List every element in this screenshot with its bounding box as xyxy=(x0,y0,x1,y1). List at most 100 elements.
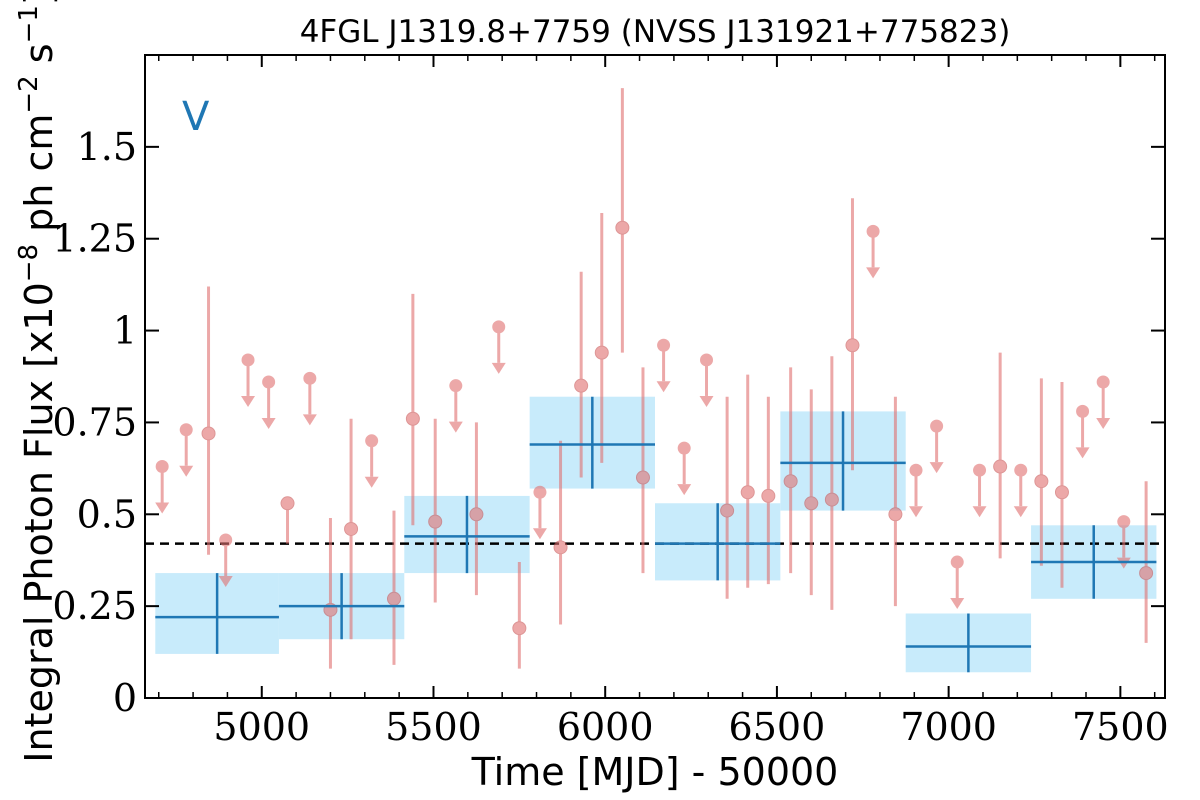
upper-limit-marker xyxy=(303,371,317,385)
upper-limit-marker xyxy=(449,379,463,393)
x-tick-label: 6000 xyxy=(557,705,654,749)
y-tick-label: 1.5 xyxy=(77,125,137,169)
detection-point xyxy=(993,352,1008,559)
upper-limit-marker xyxy=(1117,515,1131,529)
y-label-exp-2: −2 xyxy=(14,75,44,113)
detection-marker xyxy=(1034,474,1049,489)
upper-limit xyxy=(1096,375,1111,430)
upper-limit xyxy=(866,224,881,279)
x-tick-label: 7000 xyxy=(900,705,997,749)
y-label-suffix: ] xyxy=(17,0,61,5)
y-label-mid-2: s xyxy=(17,43,61,75)
upper-limit xyxy=(302,371,317,426)
upper-limit-arrow xyxy=(491,362,506,374)
detection-point xyxy=(594,212,609,463)
y-tick-label: 0 xyxy=(113,676,137,720)
upper-limit-marker xyxy=(1014,463,1028,477)
detection-marker xyxy=(344,521,359,536)
x-axis-label: Time [MJD] - 50000 xyxy=(471,750,839,794)
detection-point xyxy=(888,396,903,607)
upper-limit xyxy=(218,533,233,588)
upper-limit-marker xyxy=(657,338,671,352)
y-tick-label: 0.5 xyxy=(77,492,137,536)
upper-limit-arrow xyxy=(699,395,714,407)
upper-limit-marker xyxy=(219,533,233,547)
upper-limit-arrow xyxy=(179,465,194,477)
detection-marker xyxy=(594,345,609,360)
upper-limit-marker xyxy=(492,320,506,334)
detection-marker xyxy=(824,492,839,507)
binned-flux xyxy=(655,503,781,581)
upper-limit-marker xyxy=(1076,404,1090,418)
detection-marker xyxy=(280,496,295,511)
upper-limit-marker xyxy=(700,353,714,367)
detection-point xyxy=(783,367,798,574)
axis-ticks-layer: 5000 5500 6000 6500 7000 7500 0 0.25 0.5 0.75 1 1.2… xyxy=(52,55,1169,749)
detection-point xyxy=(720,396,735,599)
detection-marker xyxy=(574,378,589,393)
detection-marker xyxy=(720,503,735,518)
y-axis-label: Integral Photon Flux [x10−8 ph cm−2 s−1] xyxy=(14,0,61,763)
y-tick-label: 0.75 xyxy=(52,400,137,444)
upper-limit xyxy=(364,434,379,488)
detection-point xyxy=(615,88,630,353)
binned-flux xyxy=(780,411,906,511)
detection-point xyxy=(1054,382,1069,588)
binned-flux xyxy=(529,396,655,489)
detection-marker xyxy=(553,540,568,555)
upper-limit xyxy=(1013,463,1028,518)
y-tick-label: 0.25 xyxy=(52,584,137,628)
upper-limit xyxy=(1075,404,1090,459)
detection-marker xyxy=(428,514,443,529)
upper-limit xyxy=(491,320,506,374)
y-label-mid: ph cm xyxy=(17,114,61,244)
upper-limit xyxy=(909,463,924,518)
upper-limit-arrow xyxy=(656,381,671,393)
upper-limit xyxy=(155,460,170,514)
detection-point xyxy=(635,367,650,574)
detection-point xyxy=(553,440,568,625)
chart-title: 4FGL J1319.8+7759 (NVSS J131921+775823) xyxy=(300,14,1011,50)
upper-limit-arrow xyxy=(532,528,547,540)
detection-marker xyxy=(405,411,420,426)
detection-marker xyxy=(469,507,484,522)
detection-marker xyxy=(804,496,819,511)
detection-point xyxy=(845,198,860,471)
detection-marker xyxy=(635,470,650,485)
detection-point xyxy=(1034,378,1049,566)
detection-marker xyxy=(1139,566,1154,581)
x-tick-label: 5500 xyxy=(385,705,482,749)
detection-point xyxy=(512,562,527,669)
binned-flux xyxy=(155,573,279,654)
upper-limit xyxy=(241,353,256,407)
y-label-exp-3: −1 xyxy=(14,5,44,43)
upper-limit-marker xyxy=(365,434,379,448)
upper-limit xyxy=(929,419,944,474)
detection-marker xyxy=(386,591,401,606)
detection-point xyxy=(405,293,420,526)
x-tick-label: 6500 xyxy=(729,705,826,749)
y-label-exp-1: −8 xyxy=(14,244,44,282)
upper-limit-marker xyxy=(973,463,987,477)
upper-limit xyxy=(261,375,276,430)
detection-point xyxy=(428,418,443,603)
binned-flux xyxy=(278,573,405,640)
upper-limit xyxy=(699,353,714,407)
upper-limit-marker xyxy=(262,375,276,389)
upper-limit-arrow xyxy=(677,484,692,496)
detection-marker xyxy=(783,474,798,489)
y-label-prefix: Integral Photon Flux [x10 xyxy=(17,282,61,763)
upper-limit-arrow xyxy=(241,395,256,407)
upper-limit-arrow xyxy=(909,506,924,518)
upper-limit-marker xyxy=(533,485,547,499)
detection-marker xyxy=(615,220,630,235)
detection-marker xyxy=(888,507,903,522)
detection-point xyxy=(761,396,776,585)
upper-limit-arrow xyxy=(302,414,317,426)
upper-limit-marker xyxy=(950,555,964,569)
upper-limit-arrow xyxy=(1013,506,1028,518)
detection-marker xyxy=(761,488,776,503)
x-tick-label: 5000 xyxy=(213,705,310,749)
upper-limit xyxy=(448,379,463,433)
